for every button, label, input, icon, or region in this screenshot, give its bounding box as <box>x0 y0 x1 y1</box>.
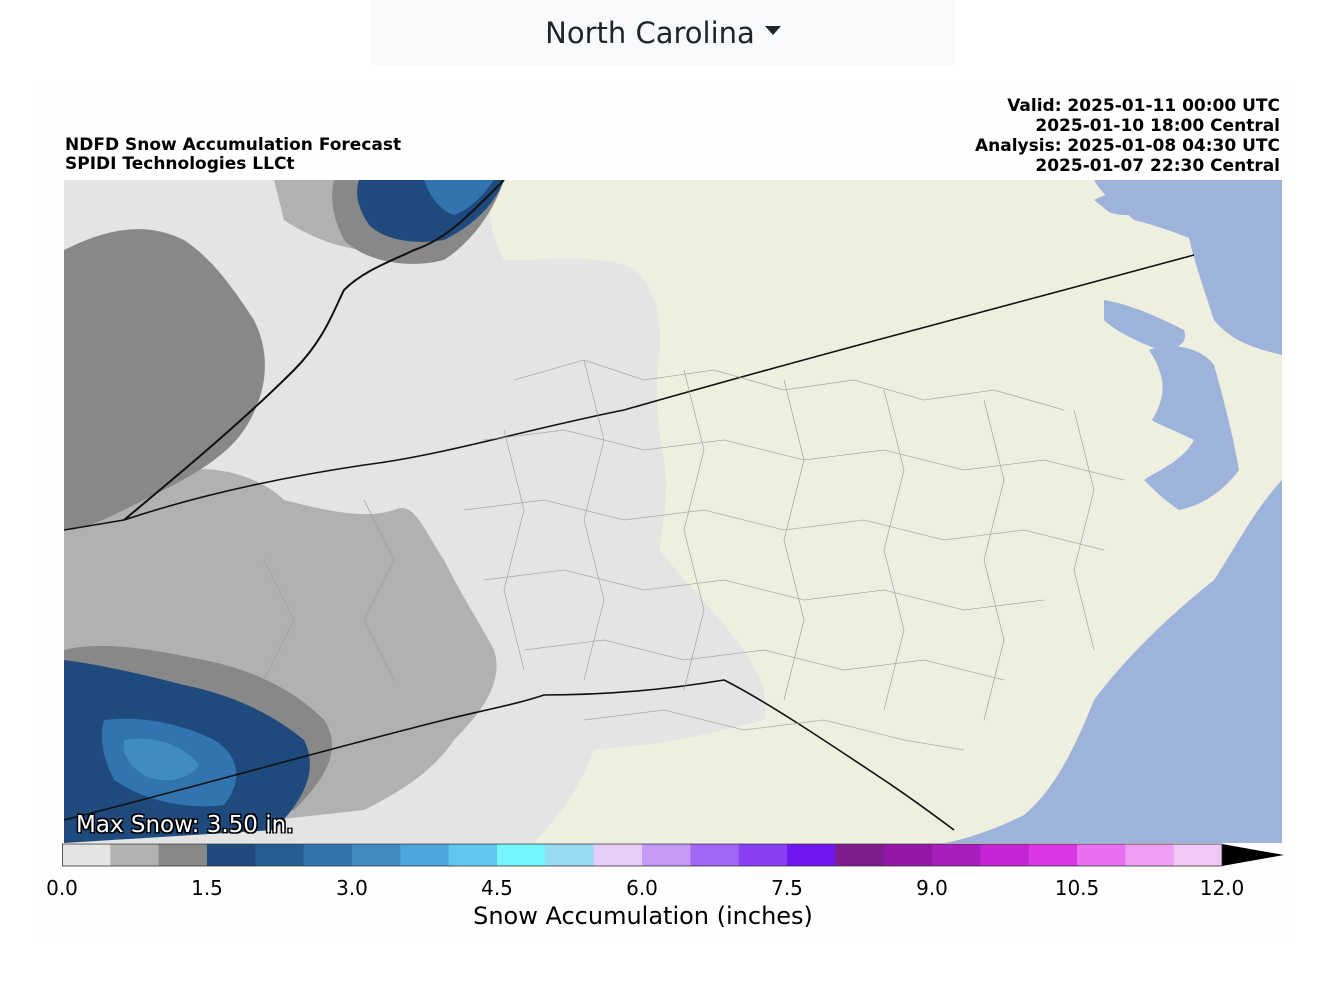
colorbar-tick-label: 12.0 <box>1199 876 1245 900</box>
colorbar-bin <box>738 844 788 866</box>
region-dropdown-label: North Carolina <box>545 16 755 50</box>
analysis-utc: Analysis: 2025-01-08 04:30 UTC <box>975 136 1280 156</box>
max-snow-annotation: Max Snow: 3.50 in. <box>76 812 294 838</box>
colorbar-bin <box>448 844 498 866</box>
colorbar-label: Snow Accumulation (inches) <box>473 902 813 930</box>
colorbar-bin <box>303 844 353 866</box>
figure-title-line: NDFD Snow Accumulation Forecast <box>65 135 402 155</box>
colorbar-tick-label: 1.5 <box>191 876 223 900</box>
colorbar-tick-label: 0.0 <box>46 876 78 900</box>
snow-accumulation-map <box>64 180 1282 843</box>
pamlico-sound <box>1144 345 1239 510</box>
colorbar-bin <box>1173 844 1223 866</box>
colorbar-bin <box>110 844 160 866</box>
colorbar-bin <box>835 844 885 866</box>
colorbar-tick-label: 4.5 <box>481 876 513 900</box>
valid-time-block: Valid: 2025-01-11 00:00 UTC 2025-01-10 1… <box>975 96 1280 176</box>
colorbar-bin <box>255 844 305 866</box>
caret-down-icon <box>764 25 781 35</box>
colorbar-tick-label: 10.5 <box>1054 876 1100 900</box>
colorbar-bin <box>980 844 1030 866</box>
colorbar-bin <box>158 844 208 866</box>
colorbar-bin <box>400 844 450 866</box>
colorbar-bin <box>352 844 401 866</box>
colorbar-bin <box>690 844 740 866</box>
currituck-sound <box>1094 191 1154 216</box>
analysis-central: 2025-01-07 22:30 Central <box>1035 156 1280 176</box>
colorbar-tick-label: 6.0 <box>626 876 658 900</box>
albemarle-sound <box>1104 300 1185 350</box>
south-carolina-border <box>64 679 955 831</box>
valid-utc: Valid: 2025-01-11 00:00 UTC <box>1007 96 1280 116</box>
colorbar-tick-label: 7.5 <box>771 876 803 900</box>
snow-2.0-3.0-north <box>424 180 494 215</box>
colorbar-bin <box>593 844 643 866</box>
virginia-border <box>64 254 1195 531</box>
valid-central: 2025-01-10 18:00 Central <box>1035 116 1280 136</box>
colorbar-bin <box>207 844 256 866</box>
colorbar-bin <box>545 844 595 866</box>
region-dropdown[interactable]: North Carolina <box>371 0 955 66</box>
colorbar-bin <box>1028 844 1078 866</box>
figure-title: NDFD Snow Accumulation Forecast SPIDI Te… <box>65 136 401 174</box>
colorbar-extend-max-arrow <box>1222 844 1284 866</box>
colorbar-bin <box>62 844 111 866</box>
colorbar-outline <box>62 843 1223 867</box>
colorbar-tick-label: 9.0 <box>916 876 948 900</box>
snow-3.0-3.5-south <box>123 738 199 781</box>
tennessee-border <box>123 180 505 521</box>
colorbar-bin <box>497 844 546 866</box>
colorbar-tick-label: 3.0 <box>336 876 368 900</box>
snow-1.0-1.5 <box>64 229 265 530</box>
colorbar <box>62 843 1284 867</box>
colorbar-bin <box>642 844 691 866</box>
colorbar-bin <box>787 844 836 866</box>
figure-subtitle-line: SPIDI Technologies LLCt <box>65 154 295 174</box>
county-lines <box>263 359 1125 751</box>
colorbar-bin <box>1125 844 1175 866</box>
colorbar-bin <box>1077 844 1126 866</box>
colorbar-bin <box>883 844 933 866</box>
colorbar-bin <box>932 844 981 866</box>
